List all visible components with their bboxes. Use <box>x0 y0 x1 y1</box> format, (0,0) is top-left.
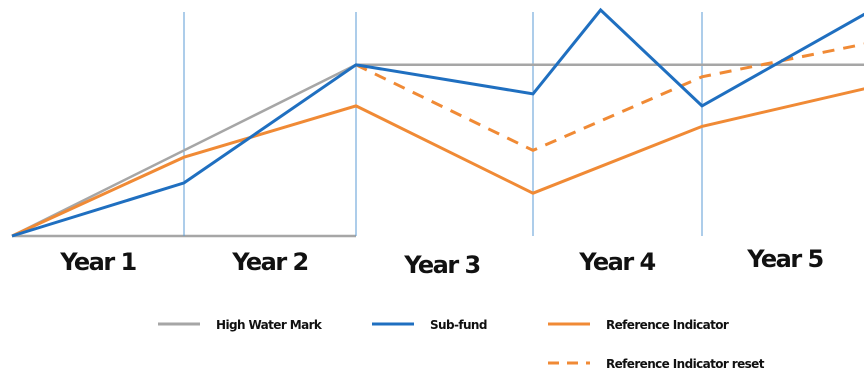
x-tick-label-year-5: Year 5 <box>746 245 823 273</box>
x-tick-label-year-2: Year 2 <box>231 248 308 276</box>
legend-item-reference-indicator: Reference Indicator <box>548 318 729 332</box>
legend-item-high-water-mark: High Water Mark <box>158 318 324 332</box>
legend-label-reference-indicator: Reference Indicator <box>606 318 729 332</box>
x-tick-label-year-3: Year 3 <box>403 251 480 279</box>
series-sub-fund <box>11 7 864 238</box>
x-tick-label-year-1: Year 1 <box>59 248 136 276</box>
legend-item-sub-fund: Sub-fund <box>372 318 487 332</box>
series-lines <box>11 7 864 238</box>
series-reference-indicator <box>11 87 864 238</box>
year-dividers <box>183 12 703 236</box>
series-high-water-mark <box>11 63 864 238</box>
year-labels: Year 1 Year 2 Year 3 Year 4 Year 5 <box>59 245 825 279</box>
legend-label-sub-fund: Sub-fund <box>430 318 487 332</box>
legend-label-reference-indicator-reset: Reference Indicator reset <box>606 357 765 371</box>
legend: High Water Mark Sub-fund Reference Indicat… <box>158 318 765 371</box>
legend-item-reference-indicator-reset: Reference Indicator reset <box>548 357 765 371</box>
x-tick-label-year-4: Year 4 <box>578 248 655 276</box>
legend-label-high-water-mark: High Water Mark <box>216 318 323 332</box>
